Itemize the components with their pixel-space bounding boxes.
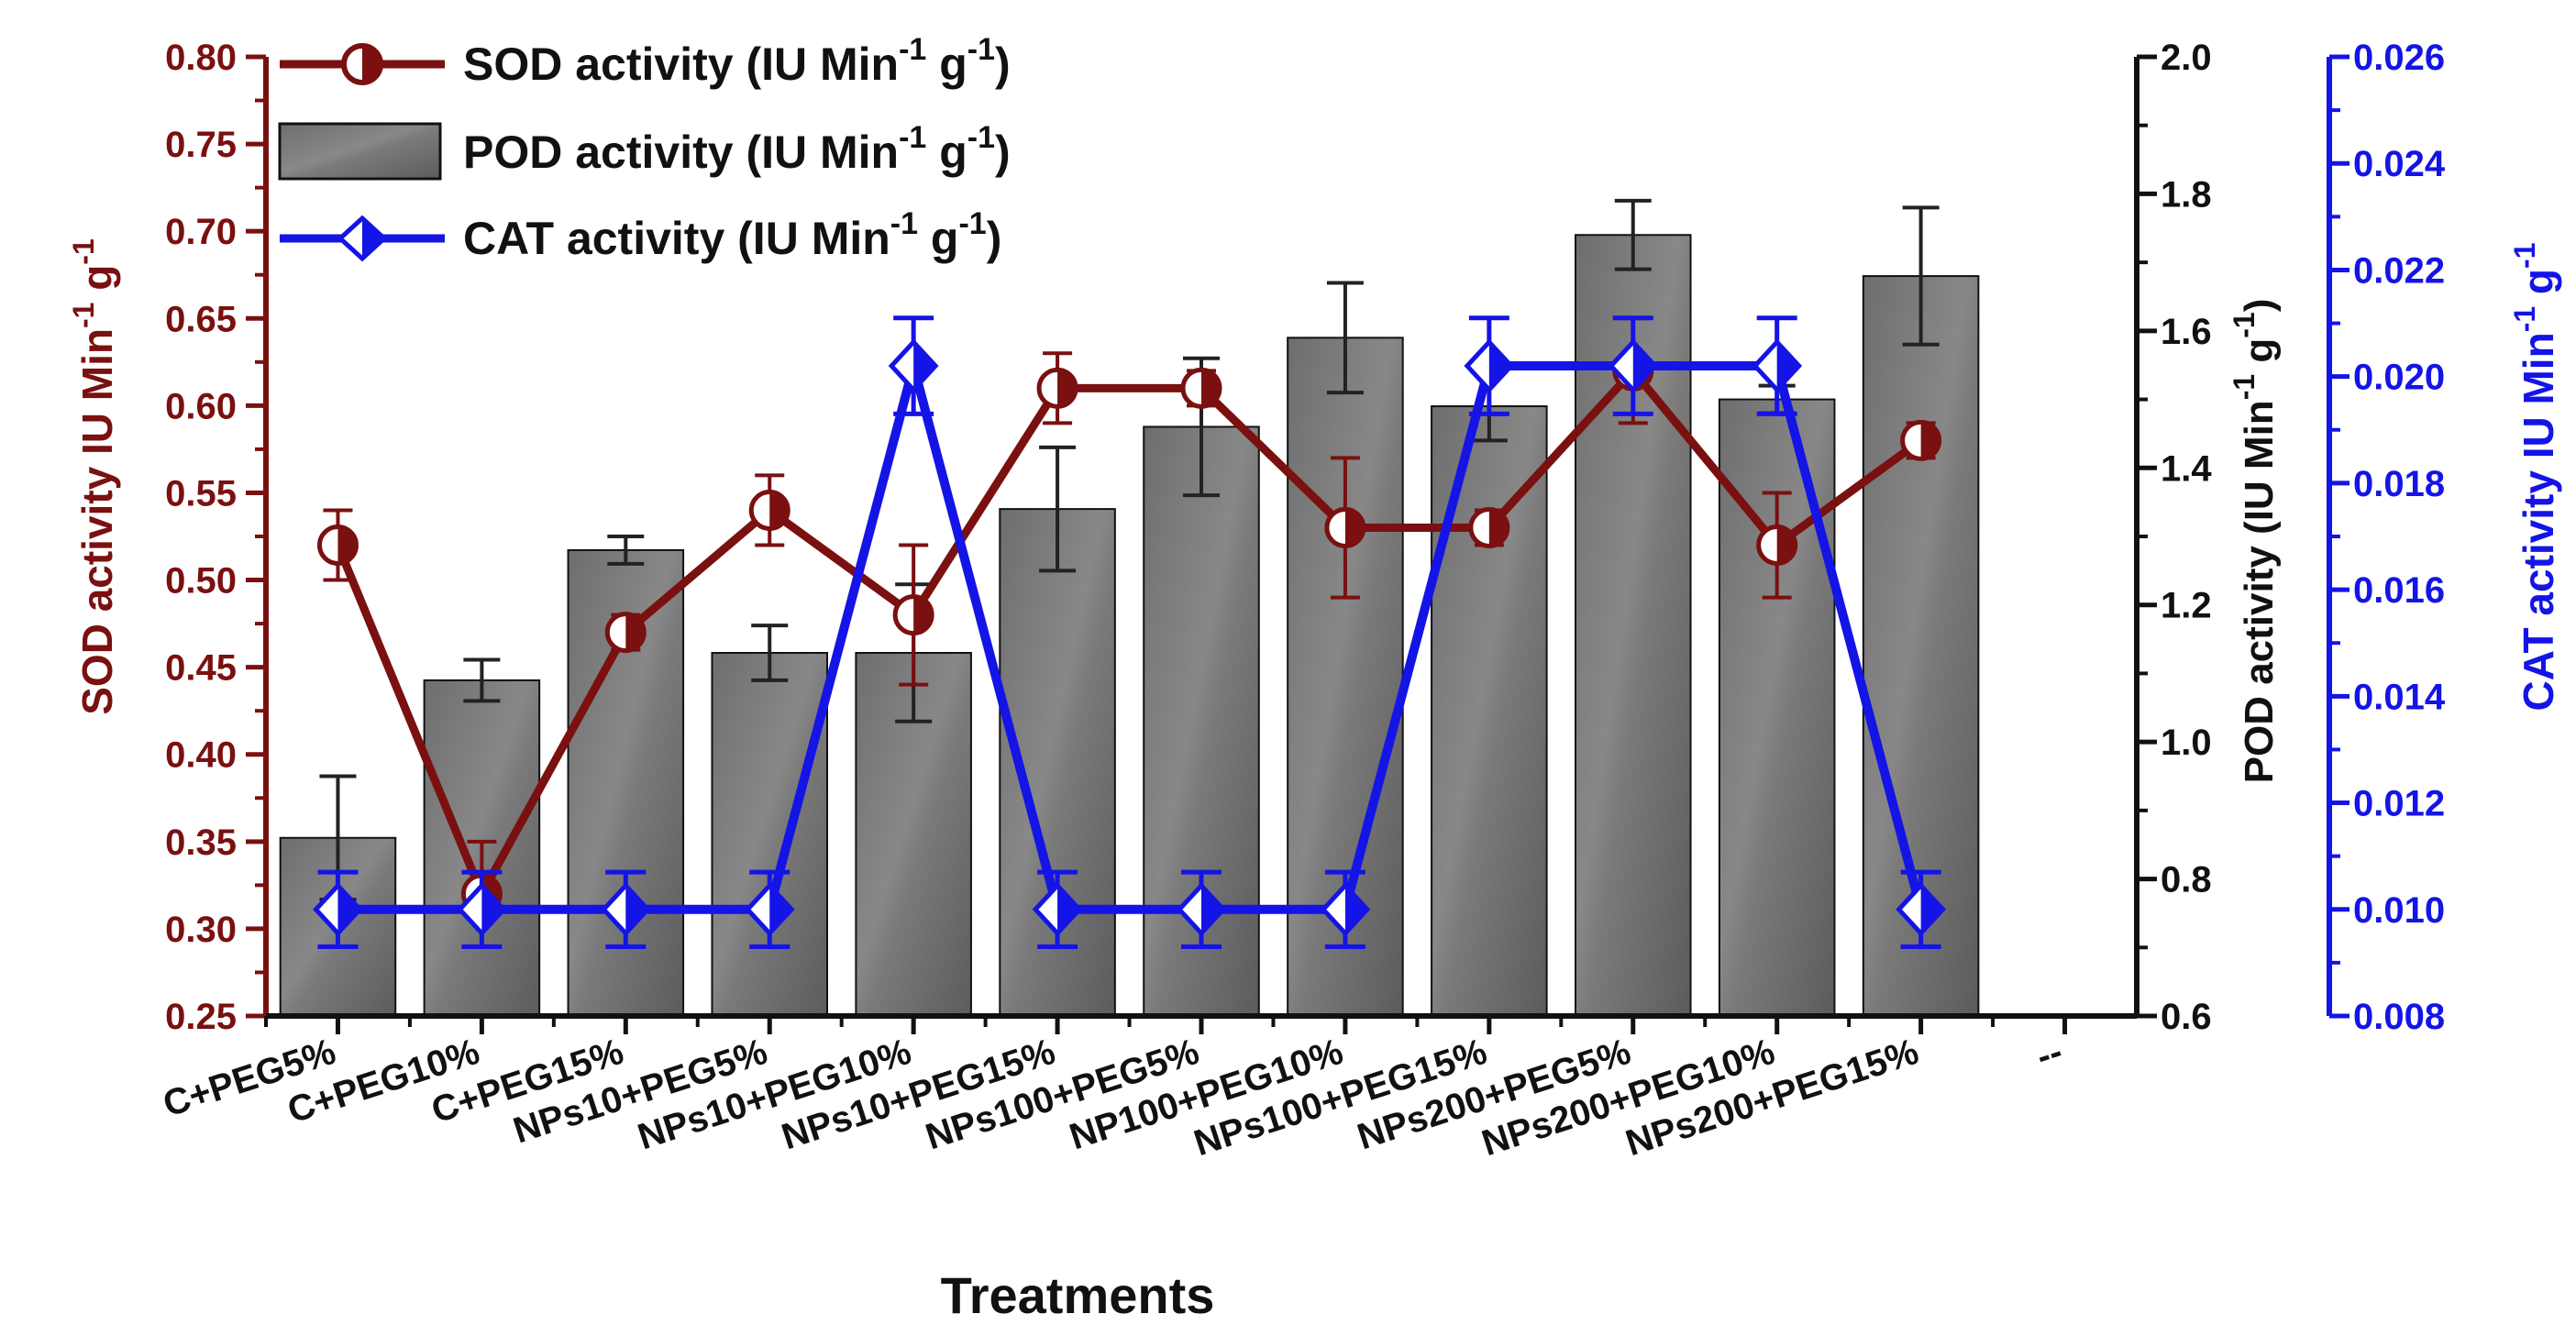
sod-tick-label: 0.40 (165, 735, 237, 776)
cat-tick-label: 0.024 (2353, 144, 2446, 184)
sod-tick-label: 0.30 (165, 910, 237, 950)
pod-axis-title: POD activity (IU Min-1 g-1) (2228, 299, 2282, 784)
cat-point-half (1632, 342, 1655, 391)
x-axis-ticks: C+PEG5%C+PEG10%C+PEG15%NPs10+PEG5%NPs10+… (159, 1016, 2067, 1164)
sod-tick-label: 0.80 (165, 38, 237, 78)
sod-series (316, 316, 1942, 948)
cat-tick-label: 0.008 (2353, 997, 2445, 1037)
legend-sod-label: SOD activity (IU Min-1 g-1) (463, 32, 1011, 90)
cat-tick-label: 0.016 (2353, 570, 2445, 611)
sod-point-half (769, 491, 789, 529)
pod-error-bars (319, 198, 1940, 901)
sod-point-half (337, 526, 357, 564)
sod-tick-label: 0.55 (165, 473, 237, 513)
cat-point-half (913, 342, 936, 391)
sod-tick-label: 0.50 (165, 561, 237, 602)
sod-point-half (1920, 422, 1940, 459)
sod-point-half (1776, 526, 1796, 564)
cat-point-half (481, 885, 504, 933)
pod-tick-label: 1.2 (2161, 586, 2212, 626)
pod-tick-label: 1.0 (2161, 723, 2212, 763)
cat-tick-label: 0.022 (2353, 250, 2445, 291)
pod-tick-label: 0.6 (2161, 997, 2212, 1037)
cat-point-half (1488, 342, 1511, 391)
pod-tick-label: 2.0 (2161, 38, 2212, 78)
cat-axis-ticks: 0.008 0.010 0.012 0.014 0.016 0.018 0.020 0.022… (2329, 38, 2446, 1037)
pod-bar (1431, 405, 1548, 1017)
sod-point-half (1201, 370, 1220, 407)
sod-tick-label: 0.75 (165, 125, 237, 165)
legend: SOD activity (IU Min-1 g-1) POD activity… (278, 32, 1011, 264)
cat-point-half (769, 885, 792, 933)
sod-tick-label: 0.60 (165, 386, 237, 426)
cat-point-half (625, 885, 648, 933)
sod-tick-label: 0.45 (165, 648, 237, 689)
legend-cat-marker-half (362, 218, 384, 259)
cat-point-half (337, 885, 360, 933)
sod-axis-ticks: 0.25 0.30 0.35 0.40 0.45 0.50 0.55 0.60 0.65 0.70… (165, 38, 266, 1037)
legend-cat-label: CAT activity (IU Min-1 g-1) (463, 206, 1001, 264)
cat-tick-label: 0.026 (2353, 38, 2445, 78)
cat-point-half (1057, 885, 1080, 933)
cat-tick-label: 0.018 (2353, 464, 2445, 504)
cat-tick-label: 0.014 (2353, 677, 2446, 717)
x-tick-label: -- (2031, 1032, 2067, 1077)
cat-tick-label: 0.012 (2353, 784, 2445, 824)
pod-tick-label: 0.8 (2161, 860, 2212, 900)
sod-tick-label: 0.35 (165, 823, 237, 863)
cat-point-half (1201, 885, 1223, 933)
sod-point-half (913, 596, 933, 634)
sod-point-half (1488, 509, 1508, 547)
cat-series (313, 315, 1947, 949)
x-axis-title: Treatments (941, 1266, 1215, 1324)
pod-bars (279, 234, 1980, 1018)
sod-tick-label: 0.25 (165, 997, 237, 1037)
cat-point-half (1776, 342, 1799, 391)
legend-cat: CAT activity (IU Min-1 g-1) (280, 206, 1001, 264)
legend-sod-marker-half (362, 46, 381, 83)
pod-tick-label: 1.6 (2161, 312, 2212, 352)
sod-tick-label: 0.70 (165, 212, 237, 252)
legend-pod-swatch (278, 122, 442, 181)
cat-tick-label: 0.010 (2353, 890, 2445, 931)
sod-tick-label: 0.65 (165, 299, 237, 339)
cat-point-half (1920, 885, 1943, 933)
legend-sod: SOD activity (IU Min-1 g-1) (280, 32, 1011, 90)
cat-axis-title: CAT activity IU Min-1 g-1 (2508, 243, 2562, 712)
sod-line (334, 366, 1924, 899)
pod-tick-label: 1.4 (2161, 448, 2212, 489)
legend-pod: POD activity (IU Min-1 g-1) (278, 120, 1011, 181)
cat-point-half (1344, 885, 1367, 933)
sod-point-half (1344, 509, 1364, 547)
sod-point-half (625, 613, 645, 651)
cat-tick-label: 0.020 (2353, 358, 2445, 398)
pod-bar (711, 652, 829, 1017)
pod-tick-label: 1.8 (2161, 174, 2212, 215)
sod-axis-title: SOD activity IU Min-1 g-1 (67, 238, 121, 715)
sod-point-half (1057, 370, 1077, 407)
pod-axis-ticks: 0.6 0.8 1.0 1.2 1.4 1.6 1.8 2.0 (2137, 38, 2212, 1037)
legend-pod-label: POD activity (IU Min-1 g-1) (463, 120, 1011, 178)
